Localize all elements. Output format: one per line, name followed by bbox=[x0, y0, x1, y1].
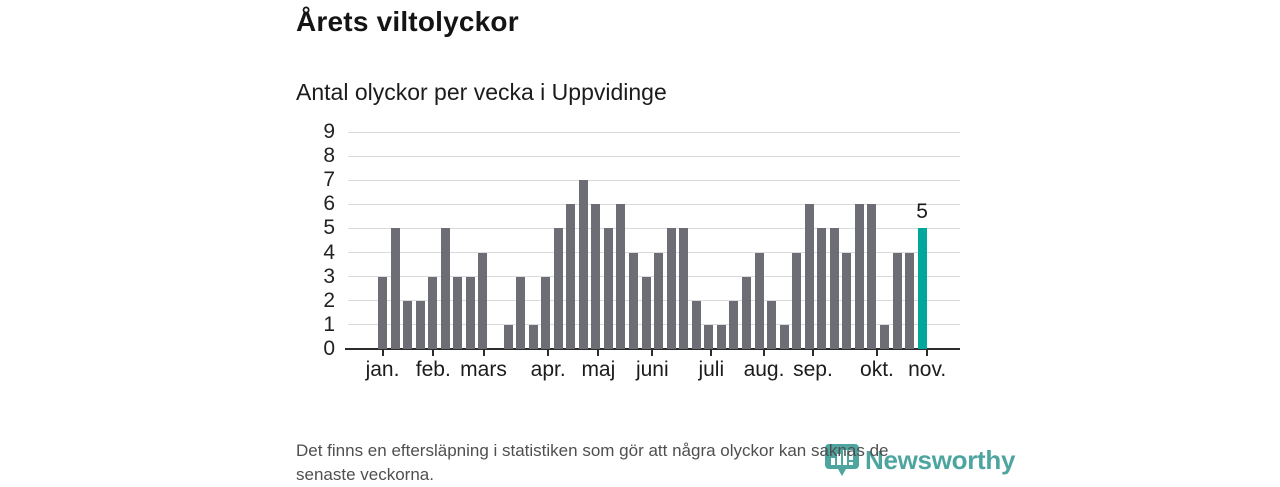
chart-footnote: Det finns en eftersläpning i statistiken… bbox=[296, 439, 888, 487]
month-label-apr: apr. bbox=[530, 358, 566, 381]
month-tick-nov bbox=[926, 350, 929, 356]
bar-week-22 bbox=[641, 276, 651, 349]
bar-week-26 bbox=[691, 300, 701, 349]
y-axis-label-6: 6 bbox=[323, 192, 335, 216]
month-label-juni: juni bbox=[635, 358, 669, 381]
highlight-value-label: 5 bbox=[916, 200, 928, 224]
bar-week-18 bbox=[591, 204, 601, 349]
x-axis-line bbox=[345, 348, 960, 350]
y-axis-label-5: 5 bbox=[323, 216, 335, 240]
gridline-y5 bbox=[348, 227, 960, 229]
y-axis-label-1: 1 bbox=[323, 312, 335, 336]
month-tick-sep bbox=[811, 350, 814, 356]
bar-week-37 bbox=[829, 228, 839, 349]
bar-week-41 bbox=[880, 324, 889, 349]
bar-week-33 bbox=[779, 324, 789, 349]
bar-week-7 bbox=[453, 276, 463, 349]
month-tick-okt bbox=[875, 350, 878, 356]
month-label-mars: mars bbox=[460, 358, 507, 381]
bar-week-21 bbox=[629, 252, 638, 349]
y-axis-label-8: 8 bbox=[323, 144, 335, 168]
month-label-maj: maj bbox=[581, 358, 616, 381]
month-tick-aug bbox=[763, 350, 766, 356]
month-tick-juni bbox=[651, 350, 654, 356]
bar-week-28 bbox=[716, 324, 726, 349]
bar-week-13 bbox=[528, 324, 538, 349]
y-axis-label-9: 9 bbox=[323, 120, 335, 143]
bar-week-42 bbox=[892, 252, 902, 349]
bar-week-19 bbox=[603, 228, 613, 349]
month-label-okt: okt. bbox=[860, 358, 894, 381]
bar-week-1 bbox=[378, 276, 387, 349]
bar-chart-plot: 0 1 2 3 4 5 6 7 8 9 5 jan. feb. mars apr. maj juni juli au… bbox=[323, 120, 960, 381]
bar-week-24 bbox=[666, 228, 676, 349]
bar-week-12 bbox=[516, 276, 526, 349]
bar-week-27 bbox=[704, 324, 714, 349]
gridline-y2 bbox=[348, 300, 960, 302]
bar-week-4 bbox=[415, 300, 425, 349]
footnote-line-2: senaste veckorna. bbox=[296, 465, 434, 484]
newsworthy-pin-barchart-icon bbox=[825, 444, 859, 476]
newsworthy-logo: Newsworthy bbox=[824, 443, 1015, 477]
chart-subtitle: Antal olyckor per vecka i Uppvidinge bbox=[296, 79, 667, 105]
month-label-sep: sep. bbox=[793, 358, 833, 381]
gridline-y9 bbox=[348, 131, 960, 133]
bar-week-2 bbox=[390, 228, 400, 349]
month-tick-mars bbox=[482, 350, 485, 356]
bar-week-16 bbox=[566, 204, 576, 349]
bar-week-8 bbox=[465, 276, 475, 349]
bar-week-34 bbox=[792, 252, 802, 349]
gridline-y7 bbox=[348, 179, 960, 181]
bar-week-11 bbox=[503, 324, 513, 349]
bar-week-35 bbox=[804, 204, 814, 349]
bar-week-44-highlighted bbox=[917, 228, 927, 349]
bar-week-3 bbox=[403, 300, 413, 349]
gridline-y6 bbox=[348, 203, 960, 205]
gridline-y8 bbox=[348, 155, 960, 157]
gridline-y4 bbox=[348, 252, 960, 254]
bar-week-5 bbox=[428, 276, 438, 349]
bar-week-36 bbox=[817, 228, 827, 349]
bar-week-20 bbox=[616, 204, 626, 349]
bar-week-23 bbox=[654, 252, 664, 349]
month-label-feb: feb. bbox=[415, 358, 451, 381]
bar-week-30 bbox=[741, 276, 751, 349]
y-axis-label-7: 7 bbox=[323, 168, 335, 192]
month-tick-apr bbox=[547, 350, 550, 356]
y-axis-label-0: 0 bbox=[323, 337, 335, 360]
bar-week-38 bbox=[842, 252, 852, 349]
gridline-y1 bbox=[348, 324, 960, 326]
month-tick-feb bbox=[432, 350, 435, 356]
bar-week-39 bbox=[854, 204, 864, 349]
newsworthy-logo-text: Newsworthy bbox=[865, 444, 1016, 475]
y-axis-label-3: 3 bbox=[323, 264, 335, 288]
bar-week-17 bbox=[578, 180, 588, 349]
month-tick-juli bbox=[710, 350, 713, 356]
y-axis-label-4: 4 bbox=[323, 240, 335, 264]
month-label-aug: aug. bbox=[743, 358, 785, 381]
bar-week-25 bbox=[679, 228, 689, 349]
month-label-jan: jan. bbox=[365, 358, 400, 381]
month-label-nov: nov. bbox=[908, 358, 947, 381]
bar-week-9 bbox=[478, 252, 488, 349]
bar-week-15 bbox=[553, 228, 563, 349]
footnote-line-1: Det finns en eftersläpning i statistiken… bbox=[296, 441, 889, 460]
bar-week-31 bbox=[754, 252, 764, 349]
bar-week-43 bbox=[905, 252, 915, 349]
month-label-juli: juli bbox=[698, 358, 725, 381]
gridline-y3 bbox=[348, 276, 960, 278]
bar-week-29 bbox=[729, 300, 739, 349]
bar-week-6 bbox=[440, 228, 450, 349]
bar-week-40 bbox=[867, 204, 877, 349]
y-axis-label-2: 2 bbox=[323, 288, 335, 312]
month-tick-jan bbox=[381, 350, 384, 356]
bar-week-32 bbox=[767, 300, 777, 349]
chart-title: Årets viltolyckor bbox=[296, 6, 519, 37]
month-tick-maj bbox=[597, 350, 600, 356]
bar-week-14 bbox=[541, 276, 551, 349]
